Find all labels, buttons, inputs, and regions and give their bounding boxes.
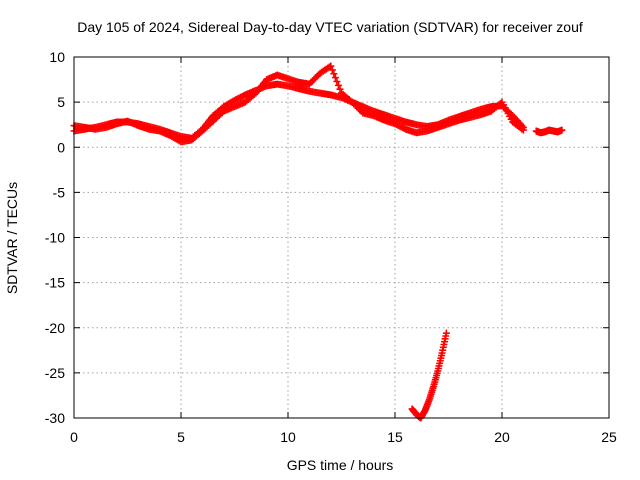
y-tick-label: -15 — [45, 275, 65, 291]
y-tick-label: -20 — [45, 320, 65, 336]
data-point — [336, 85, 344, 93]
x-tick-label: 10 — [280, 429, 296, 445]
chart-title: Day 105 of 2024, Sidereal Day-to-day VTE… — [77, 19, 583, 35]
data-point — [331, 74, 339, 82]
data-point — [333, 77, 341, 85]
data-point — [328, 66, 336, 74]
data-point — [442, 329, 450, 337]
data-point — [519, 126, 527, 134]
y-tick-label: -30 — [45, 410, 65, 426]
x-tick-label: 5 — [177, 429, 185, 445]
x-tick-label: 0 — [70, 429, 78, 445]
y-tick-label: 0 — [57, 139, 65, 155]
y-tick-label: -25 — [45, 365, 65, 381]
data-point — [334, 81, 342, 89]
x-tick-label: 25 — [601, 429, 617, 445]
plot-frame — [73, 56, 610, 419]
y-tick-label: 10 — [49, 49, 65, 65]
y-tick-label: -10 — [45, 230, 65, 246]
x-tick-label: 20 — [494, 429, 510, 445]
data-point — [518, 125, 526, 133]
data-point — [327, 62, 335, 70]
y-tick-label: -5 — [53, 184, 66, 200]
x-tick-label: 15 — [387, 429, 403, 445]
grid-layer — [74, 57, 609, 418]
points-layer — [70, 62, 566, 422]
data-point — [330, 70, 338, 78]
data-point — [558, 126, 566, 134]
y-tick-label: 5 — [57, 94, 65, 110]
y-axis-label: SDTVAR / TECUs — [4, 182, 20, 294]
x-axis-label: GPS time / hours — [287, 457, 394, 473]
